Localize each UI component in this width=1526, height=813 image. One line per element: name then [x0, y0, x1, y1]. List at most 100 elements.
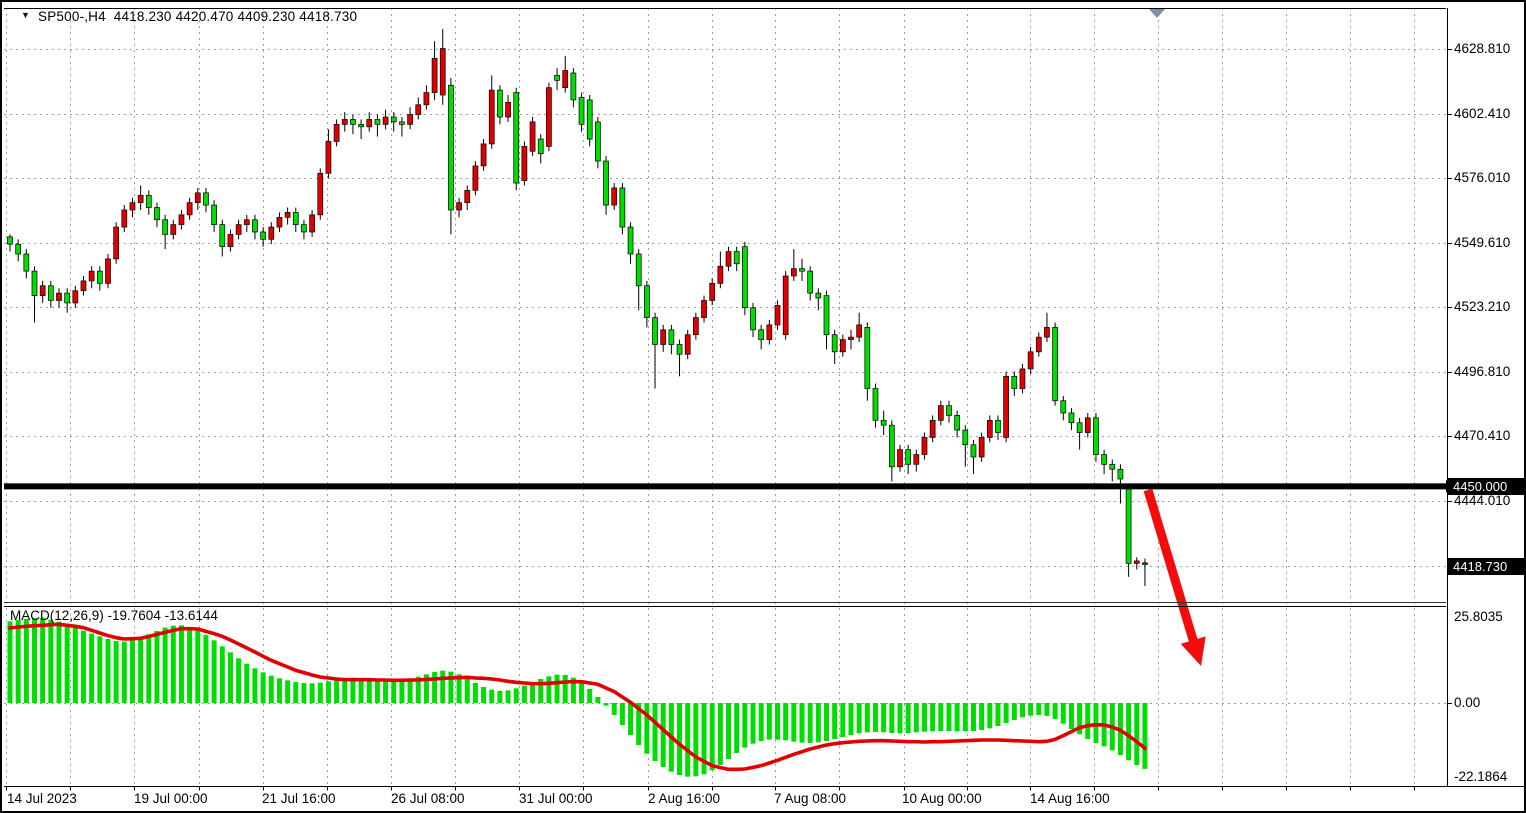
- candle-body: [129, 202, 136, 211]
- macd-histogram-bar: [1142, 703, 1148, 769]
- trend-arrow-shaft[interactable]: [1143, 488, 1199, 645]
- macd-histogram-bar: [530, 682, 536, 703]
- candle-body: [186, 202, 193, 216]
- time-axis-label: 31 Jul 00:00: [519, 791, 593, 806]
- candle-body: [105, 258, 111, 284]
- macd-histogram-bar: [448, 671, 454, 703]
- macd-histogram-bar: [432, 672, 438, 703]
- macd-histogram-bar: [807, 703, 813, 743]
- candle-body: [1084, 417, 1091, 433]
- candle-body: [366, 119, 373, 128]
- macd-histogram-bar: [391, 680, 397, 703]
- candle-body: [227, 234, 234, 248]
- candle-body: [497, 89, 503, 118]
- candle-body: [603, 160, 609, 206]
- macd-histogram-bar: [15, 620, 21, 703]
- time-axis-label: 19 Jul 00:00: [134, 791, 208, 806]
- candle-body: [399, 121, 405, 125]
- candle-body: [431, 57, 438, 93]
- macd-histogram-bar: [170, 625, 176, 703]
- horizontal-line-4450[interactable]: [4, 483, 1446, 490]
- macd-histogram-bar: [750, 703, 756, 744]
- macd-histogram-bar: [1019, 703, 1025, 718]
- candle-body: [439, 48, 446, 96]
- candle-body: [309, 214, 315, 233]
- candle-body: [456, 202, 462, 211]
- macd-histogram-bar: [840, 703, 846, 737]
- candle-body: [709, 282, 716, 301]
- macd-histogram-bar: [113, 641, 119, 703]
- macd-histogram-bar: [758, 703, 764, 741]
- macd-histogram-bar: [579, 682, 585, 703]
- macd-histogram-bar: [921, 703, 927, 732]
- macd-histogram-bar: [905, 703, 911, 733]
- candle-body: [880, 419, 887, 426]
- macd-histogram-bar: [913, 703, 919, 733]
- hline-price-badge[interactable]: 4450.000: [1448, 477, 1524, 495]
- candle-body: [1133, 560, 1140, 564]
- candle-body: [750, 307, 756, 331]
- candle-body: [578, 97, 585, 125]
- macd-histogram-bar: [423, 674, 429, 703]
- candle-body: [72, 290, 79, 304]
- macd-histogram-bar: [138, 637, 144, 703]
- candle-body: [652, 317, 658, 345]
- time-axis-label: 14 Jul 2023: [7, 791, 77, 806]
- candle-body: [374, 119, 381, 125]
- macd-histogram-bar: [1134, 703, 1140, 765]
- candle-body: [64, 292, 71, 304]
- candle-body: [472, 165, 479, 191]
- macd-histogram-bar: [709, 703, 715, 771]
- macd-histogram-bar: [856, 703, 862, 734]
- macd-signal-line: [8, 622, 1147, 772]
- candle-body: [211, 204, 217, 225]
- macd-histogram-bar: [693, 703, 699, 777]
- candle-body: [243, 219, 250, 225]
- macd-histogram-bar: [350, 677, 356, 703]
- macd-histogram-bar: [848, 703, 854, 735]
- candle-body: [513, 92, 520, 184]
- macd-histogram-bar: [285, 680, 291, 703]
- candle-body: [537, 138, 544, 155]
- candle-body: [423, 92, 430, 106]
- price-axis-label: 4523.210: [1454, 299, 1511, 315]
- candle-body: [1060, 400, 1067, 414]
- candle-body: [741, 246, 748, 309]
- candle-body: [929, 419, 936, 438]
- macd-histogram-bar: [1085, 703, 1091, 739]
- time-axis-label: 14 Aug 16:00: [1030, 791, 1110, 806]
- candle-body: [480, 143, 487, 167]
- macd-histogram-bar: [407, 678, 413, 703]
- symbol-dropdown-icon[interactable]: ▼: [21, 10, 30, 20]
- trend-arrow-head[interactable]: [1180, 636, 1206, 666]
- candle-body: [505, 101, 511, 118]
- candle-body: [668, 329, 675, 345]
- time-axis-label: 26 Jul 08:00: [391, 791, 465, 806]
- macd-histogram-bar: [309, 683, 315, 703]
- candle-body: [823, 295, 830, 336]
- price-axis-label: 4444.010: [1454, 493, 1511, 508]
- macd-histogram-bar: [660, 703, 666, 767]
- macd-histogram-bar: [1011, 703, 1017, 720]
- candle-body: [521, 146, 528, 181]
- macd-histogram-bar: [513, 688, 519, 703]
- candle-body: [815, 292, 822, 299]
- candle-body: [358, 124, 364, 128]
- macd-histogram-bar: [211, 640, 217, 703]
- candle-body: [284, 212, 291, 218]
- time-axis-label: 7 Aug 08:00: [774, 791, 847, 806]
- candle-body: [978, 437, 985, 458]
- macd-histogram-bar: [129, 640, 135, 703]
- candle-body: [790, 268, 797, 277]
- macd-histogram-bar: [677, 703, 683, 775]
- time-axis-label: 21 Jul 16:00: [262, 791, 336, 806]
- macd-histogram-bar: [440, 670, 446, 703]
- macd-histogram-bar: [930, 703, 936, 732]
- price-axis-label: 4628.810: [1454, 41, 1511, 56]
- candle-body: [839, 339, 846, 353]
- candle-body: [888, 424, 895, 468]
- macd-histogram-bar: [383, 680, 389, 703]
- macd-histogram-bar: [611, 703, 617, 715]
